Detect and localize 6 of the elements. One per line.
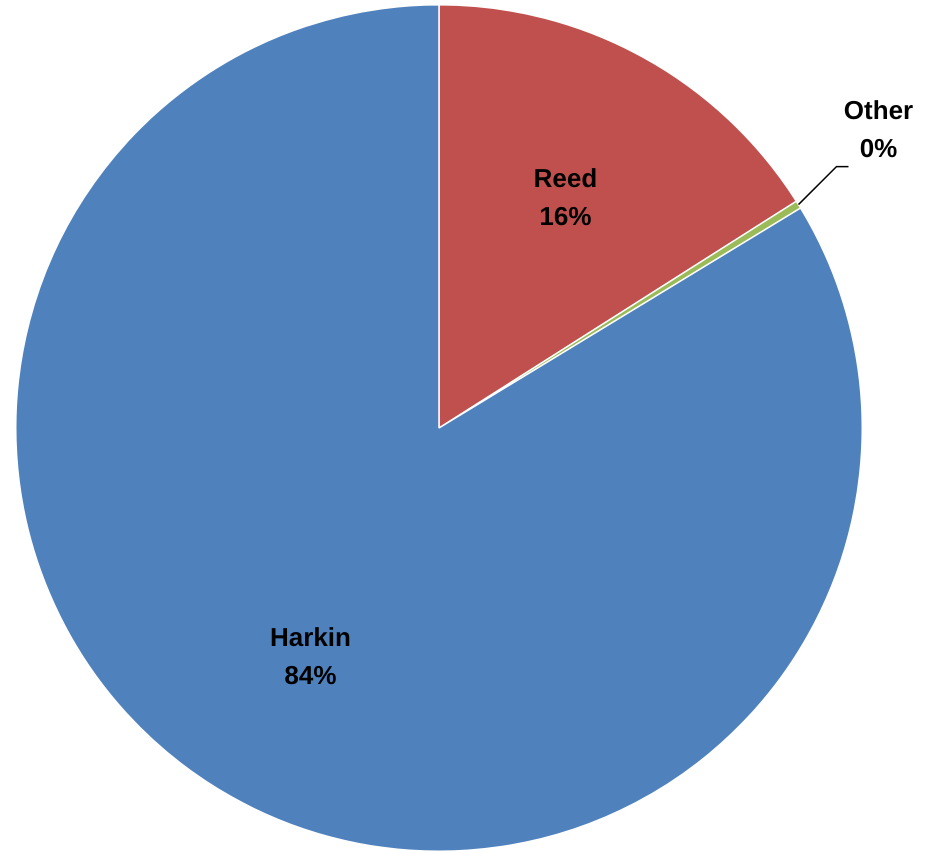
- slice-label: Other: [844, 94, 914, 125]
- data-label: 84%: [284, 660, 336, 690]
- slice-label: Harkin: [270, 622, 351, 652]
- data-label: 0%: [860, 132, 898, 163]
- data-label: 16%: [539, 201, 592, 232]
- slice-label: Reed: [534, 163, 598, 194]
